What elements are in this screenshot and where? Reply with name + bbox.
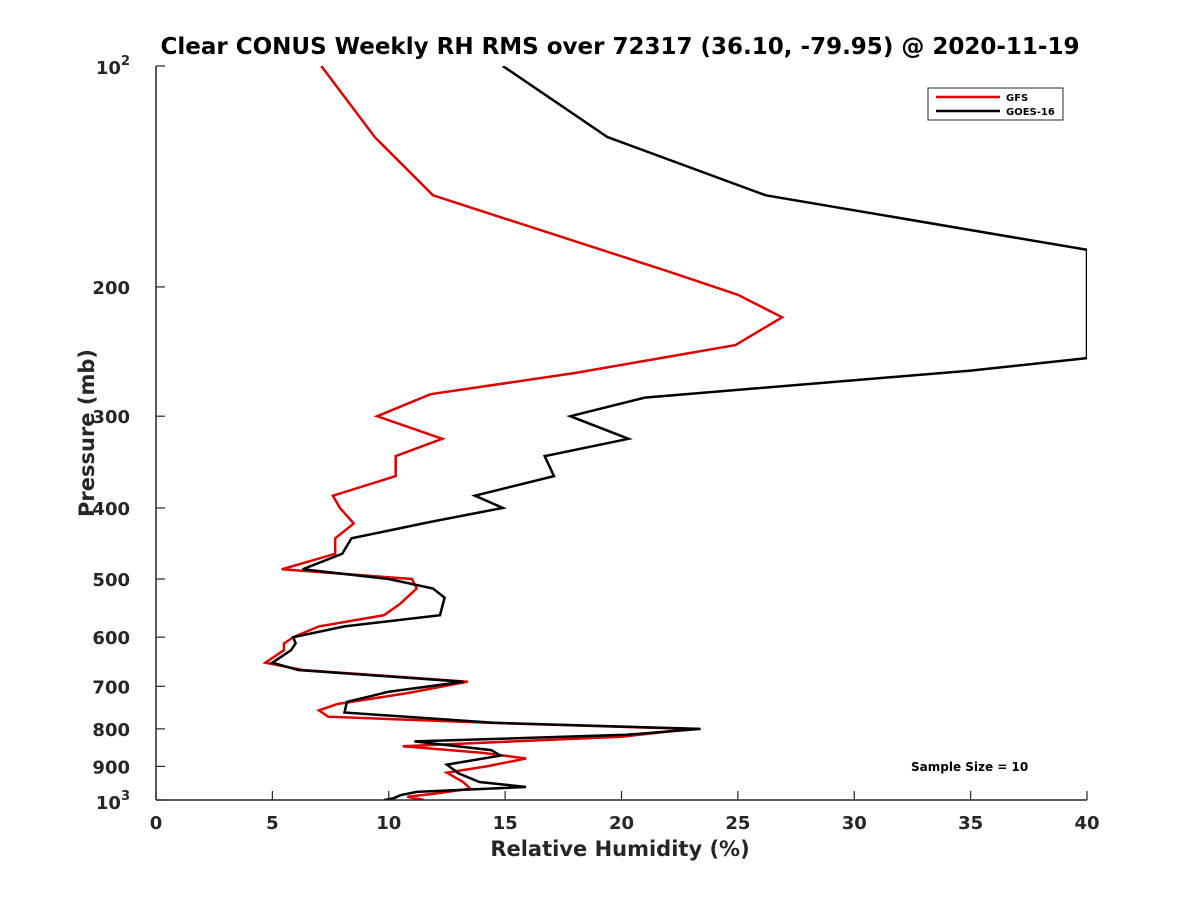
y-tick-label: 800 <box>92 720 130 741</box>
x-ticks: 0 5 10 15 20 25 30 35 40 <box>150 791 1100 834</box>
x-tick-label: 40 <box>1074 813 1099 834</box>
x-tick-label: 35 <box>958 813 983 834</box>
y-tick-label-top: 102 <box>96 54 130 79</box>
x-tick-label: 15 <box>493 813 518 834</box>
legend: GFS GOES-16 <box>927 87 1064 121</box>
x-tick-label: 5 <box>266 813 279 834</box>
x-tick-label: 0 <box>150 813 163 834</box>
x-tick-label: 30 <box>842 813 867 834</box>
y-tick-label: 400 <box>92 499 130 520</box>
y-ticks: 200 300 400 500 600 700 800 900 <box>92 65 165 801</box>
x-tick-label: 25 <box>725 813 750 834</box>
series-line-goes16 <box>269 66 1087 800</box>
y-tick-label: 500 <box>92 570 130 591</box>
y-tick-label: 900 <box>92 757 130 778</box>
legend-label-gfs: GFS <box>1006 93 1028 104</box>
chart-title: Clear CONUS Weekly RH RMS over 72317 (36… <box>161 34 1080 60</box>
legend-box <box>927 87 1064 121</box>
y-tick-label-bottom: 103 <box>96 789 130 814</box>
y-tick-label: 600 <box>92 628 130 649</box>
y-tick-label: 200 <box>92 278 130 299</box>
y-tick-label: 700 <box>92 677 130 698</box>
legend-label-goes16: GOES-16 <box>1006 107 1055 118</box>
plot-lines <box>262 66 1087 800</box>
y-axis-label: Pressure (mb) <box>75 349 99 517</box>
y-tick-label: 300 <box>92 407 130 428</box>
x-axis-label: Relative Humidity (%) <box>490 837 749 861</box>
x-tick-label: 20 <box>609 813 634 834</box>
sample-size-annotation: Sample Size = 10 <box>911 760 1028 774</box>
x-tick-label: 10 <box>376 813 401 834</box>
